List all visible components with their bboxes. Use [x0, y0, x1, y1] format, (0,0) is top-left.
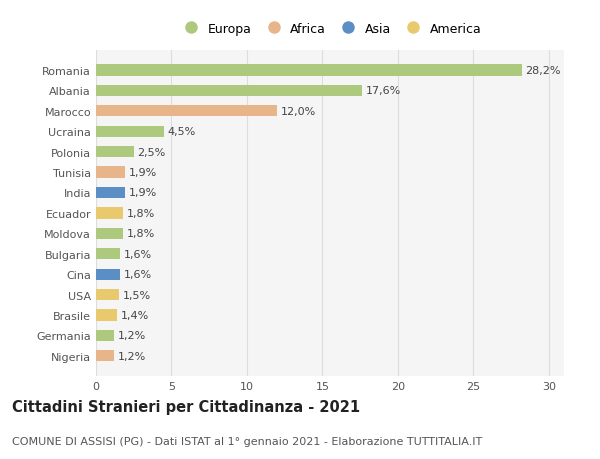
Bar: [96, 249, 120, 260]
Text: COMUNE DI ASSISI (PG) - Dati ISTAT al 1° gennaio 2021 - Elaborazione TUTTITALIA.: COMUNE DI ASSISI (PG) - Dati ISTAT al 1°…: [12, 436, 482, 446]
Text: 1,2%: 1,2%: [118, 351, 146, 361]
Text: 1,9%: 1,9%: [128, 168, 157, 178]
Bar: [96, 208, 123, 219]
Bar: [96, 86, 362, 97]
Text: 2,5%: 2,5%: [137, 147, 166, 157]
Text: 4,5%: 4,5%: [168, 127, 196, 137]
Bar: [96, 126, 164, 138]
Bar: [96, 228, 123, 240]
Text: 1,6%: 1,6%: [124, 269, 152, 280]
Bar: [96, 289, 119, 301]
Text: 1,6%: 1,6%: [124, 249, 152, 259]
Bar: [96, 350, 114, 362]
Text: Cittadini Stranieri per Cittadinanza - 2021: Cittadini Stranieri per Cittadinanza - 2…: [12, 399, 360, 414]
Bar: [96, 269, 120, 280]
Bar: [96, 187, 125, 199]
Text: 1,8%: 1,8%: [127, 208, 155, 218]
Bar: [96, 65, 522, 77]
Text: 1,9%: 1,9%: [128, 188, 157, 198]
Bar: [96, 106, 277, 117]
Text: 1,5%: 1,5%: [122, 290, 151, 300]
Text: 1,2%: 1,2%: [118, 330, 146, 341]
Text: 1,4%: 1,4%: [121, 310, 149, 320]
Legend: Europa, Africa, Asia, America: Europa, Africa, Asia, America: [173, 17, 487, 40]
Bar: [96, 167, 125, 178]
Text: 1,8%: 1,8%: [127, 229, 155, 239]
Bar: [96, 310, 117, 321]
Text: 12,0%: 12,0%: [281, 106, 316, 117]
Bar: [96, 330, 114, 341]
Text: 28,2%: 28,2%: [526, 66, 561, 76]
Bar: [96, 147, 134, 158]
Text: 17,6%: 17,6%: [365, 86, 401, 96]
